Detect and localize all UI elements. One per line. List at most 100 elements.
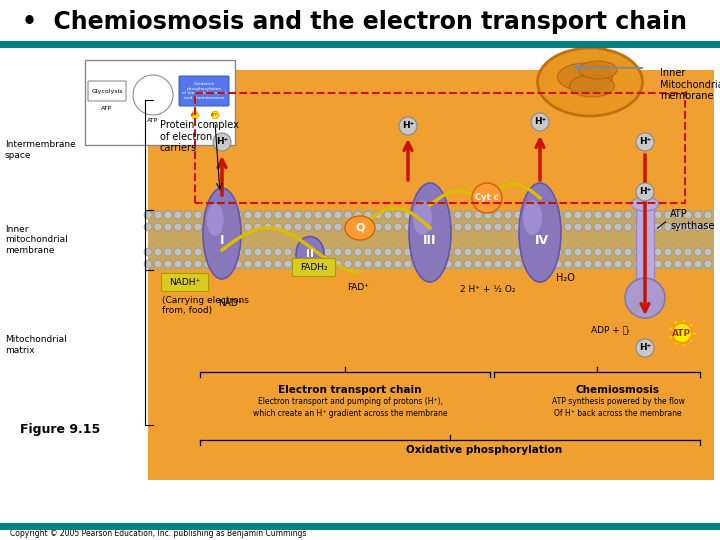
- Circle shape: [204, 211, 212, 219]
- Circle shape: [704, 211, 712, 219]
- Circle shape: [304, 223, 312, 231]
- Circle shape: [294, 211, 302, 219]
- Ellipse shape: [538, 48, 642, 116]
- Circle shape: [554, 260, 562, 268]
- Text: Copyright © 2005 Pearson Education, Inc. publishing as Benjamin Cummings: Copyright © 2005 Pearson Education, Inc.…: [10, 529, 307, 537]
- Circle shape: [304, 260, 312, 268]
- Circle shape: [534, 260, 542, 268]
- Circle shape: [274, 260, 282, 268]
- Circle shape: [674, 260, 682, 268]
- Circle shape: [334, 223, 342, 231]
- Text: Electron transport chain: Electron transport chain: [278, 385, 422, 395]
- Circle shape: [604, 260, 612, 268]
- Circle shape: [444, 248, 452, 256]
- Circle shape: [344, 223, 352, 231]
- Circle shape: [494, 211, 502, 219]
- Text: Oxidative phosphorylation: Oxidative phosphorylation: [406, 445, 562, 455]
- Circle shape: [384, 260, 392, 268]
- Circle shape: [544, 211, 552, 219]
- Circle shape: [284, 260, 292, 268]
- Text: Chemiosmosis: Chemiosmosis: [576, 385, 660, 395]
- Ellipse shape: [203, 188, 241, 279]
- Circle shape: [584, 248, 592, 256]
- Text: H⁺: H⁺: [216, 137, 228, 146]
- Circle shape: [514, 211, 522, 219]
- Circle shape: [234, 223, 242, 231]
- FancyBboxPatch shape: [179, 76, 229, 106]
- Circle shape: [174, 211, 182, 219]
- Circle shape: [214, 260, 222, 268]
- Circle shape: [574, 223, 582, 231]
- Circle shape: [314, 260, 322, 268]
- Circle shape: [694, 248, 702, 256]
- Circle shape: [464, 223, 472, 231]
- Circle shape: [634, 211, 642, 219]
- Circle shape: [264, 223, 272, 231]
- Circle shape: [504, 211, 512, 219]
- Text: ATP: ATP: [148, 118, 158, 123]
- Circle shape: [304, 211, 312, 219]
- Circle shape: [484, 223, 492, 231]
- Circle shape: [544, 260, 552, 268]
- Circle shape: [634, 223, 642, 231]
- Circle shape: [654, 211, 662, 219]
- Circle shape: [324, 223, 332, 231]
- Circle shape: [164, 248, 172, 256]
- Text: FAD⁺: FAD⁺: [347, 284, 369, 293]
- Circle shape: [394, 223, 402, 231]
- Circle shape: [614, 260, 622, 268]
- Circle shape: [614, 211, 622, 219]
- Circle shape: [204, 248, 212, 256]
- Circle shape: [174, 223, 182, 231]
- Circle shape: [174, 260, 182, 268]
- Circle shape: [404, 260, 412, 268]
- Circle shape: [504, 223, 512, 231]
- Circle shape: [133, 75, 173, 115]
- Ellipse shape: [631, 197, 659, 211]
- Circle shape: [294, 260, 302, 268]
- Circle shape: [644, 211, 652, 219]
- Circle shape: [324, 260, 332, 268]
- Circle shape: [244, 260, 252, 268]
- Text: Mitochondrial
matrix: Mitochondrial matrix: [5, 335, 67, 355]
- Circle shape: [454, 260, 462, 268]
- Circle shape: [364, 248, 372, 256]
- Circle shape: [194, 211, 202, 219]
- Circle shape: [474, 260, 482, 268]
- Circle shape: [384, 248, 392, 256]
- Circle shape: [192, 111, 199, 118]
- Circle shape: [625, 278, 665, 318]
- Circle shape: [294, 248, 302, 256]
- Circle shape: [394, 248, 402, 256]
- Circle shape: [524, 223, 532, 231]
- Circle shape: [644, 223, 652, 231]
- Circle shape: [274, 223, 282, 231]
- Circle shape: [224, 211, 232, 219]
- Circle shape: [584, 260, 592, 268]
- Circle shape: [594, 260, 602, 268]
- Circle shape: [264, 248, 272, 256]
- Circle shape: [444, 260, 452, 268]
- Circle shape: [234, 248, 242, 256]
- Text: Figure 9.15: Figure 9.15: [20, 423, 100, 436]
- Circle shape: [364, 223, 372, 231]
- Circle shape: [454, 248, 462, 256]
- Text: Q: Q: [355, 223, 365, 233]
- Circle shape: [384, 211, 392, 219]
- Circle shape: [344, 211, 352, 219]
- Circle shape: [434, 223, 442, 231]
- Circle shape: [354, 211, 362, 219]
- Circle shape: [254, 211, 262, 219]
- Circle shape: [636, 183, 654, 201]
- Circle shape: [674, 248, 682, 256]
- Circle shape: [144, 248, 152, 256]
- Circle shape: [254, 223, 262, 231]
- Circle shape: [564, 223, 572, 231]
- Circle shape: [694, 223, 702, 231]
- Circle shape: [514, 260, 522, 268]
- Circle shape: [584, 211, 592, 219]
- Circle shape: [514, 248, 522, 256]
- Ellipse shape: [207, 204, 224, 236]
- Circle shape: [524, 248, 532, 256]
- Text: NAD⁺: NAD⁺: [217, 299, 242, 307]
